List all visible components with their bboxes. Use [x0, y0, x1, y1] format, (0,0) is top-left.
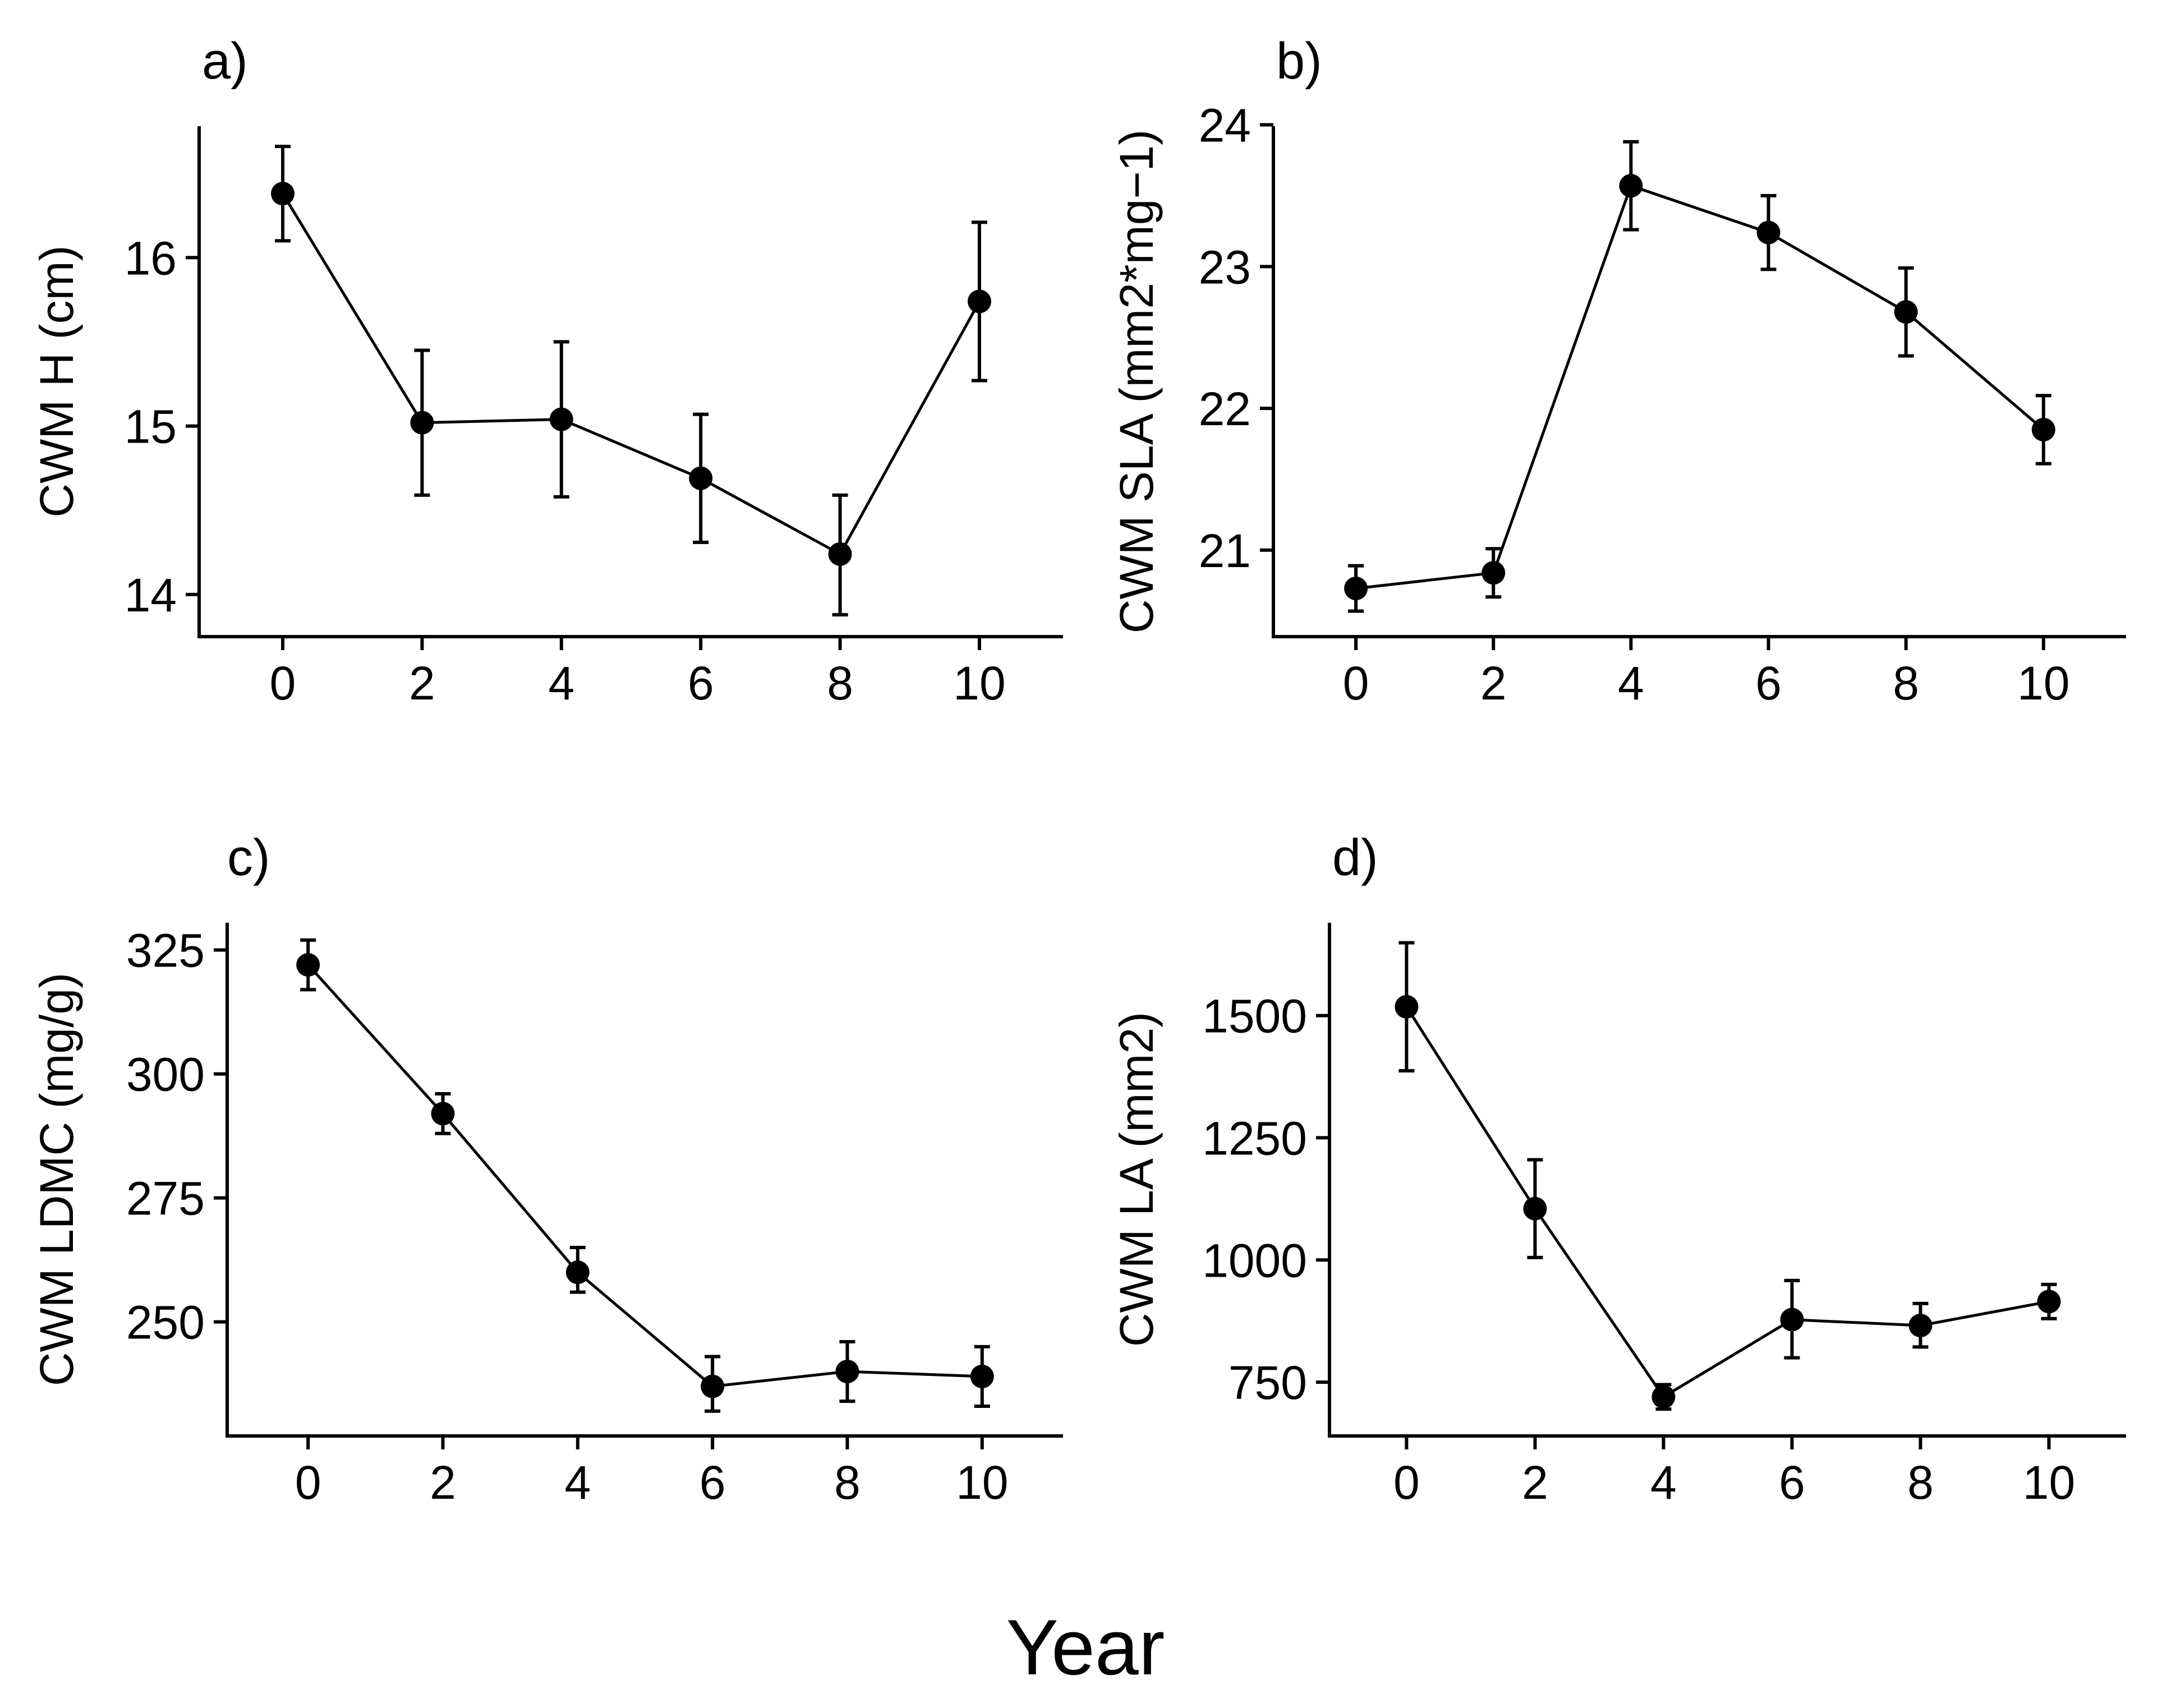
data-point: [2031, 417, 2055, 441]
data-point: [835, 1360, 859, 1384]
shared-x-axis-title: Year: [1006, 1603, 1165, 1691]
data-point: [1908, 1314, 1932, 1338]
y-axis-title: CWM SLA (mm2*mg−1): [1110, 130, 1163, 634]
x-tick-label: 10: [2017, 657, 2069, 710]
data-point: [967, 289, 991, 314]
data-point: [1395, 995, 1419, 1019]
data-point: [565, 1260, 590, 1285]
panel-label: d): [1332, 829, 1378, 886]
y-tick-label: 275: [126, 1172, 205, 1225]
x-tick-label: 10: [2023, 1456, 2075, 1509]
x-tick-label: 2: [409, 657, 435, 710]
x-tick-label: 0: [270, 657, 296, 710]
data-point: [549, 407, 573, 431]
panel-d: d) 750 1000 1250 1500 0 2 4 6 8 10 CWM LA (mm2): [1110, 829, 2126, 1509]
x-tick-label: 10: [956, 1456, 1008, 1509]
x-tick-label: 6: [700, 1456, 726, 1509]
data-point: [1344, 577, 1368, 601]
y-tick-label: 1500: [1202, 990, 1307, 1043]
series-line: [1405, 1006, 2050, 1399]
y-axis-title: CWM H (cm): [30, 245, 83, 517]
data-point: [1523, 1196, 1547, 1221]
x-tick-label: 8: [1893, 657, 1919, 710]
data-point: [970, 1364, 994, 1388]
data-point: [296, 953, 320, 977]
x-tick-label: 0: [1343, 657, 1369, 710]
data-point: [1756, 220, 1780, 245]
data-point: [271, 182, 295, 206]
y-tick-label: 14: [125, 569, 177, 621]
y-tick-label: 300: [126, 1048, 205, 1101]
x-tick-label: 0: [1393, 1456, 1420, 1509]
data-point: [410, 411, 434, 435]
y-axis-title: CWM LDMC (mg/g): [30, 973, 83, 1386]
panel-a: a) 14 15 16 0 2 4 6 8 10 CWM H (cm): [30, 33, 1063, 710]
data-point: [431, 1102, 455, 1126]
data-point: [1780, 1308, 1804, 1332]
y-tick-label: 23: [1199, 241, 1251, 293]
y-tick-label: 1250: [1202, 1112, 1307, 1164]
series-line: [281, 192, 981, 556]
y-tick-label: 22: [1199, 383, 1251, 435]
y-tick-label: 15: [125, 400, 177, 453]
y-tick-label: 325: [126, 924, 205, 977]
series-line: [1355, 184, 2045, 590]
data-point: [2037, 1290, 2061, 1314]
x-tick-label: 4: [564, 1456, 591, 1509]
x-tick-label: 10: [953, 657, 1005, 710]
x-tick-label: 8: [834, 1456, 861, 1509]
panel-label: a): [202, 33, 248, 90]
y-tick-label: 250: [126, 1296, 205, 1349]
data-point: [1481, 561, 1506, 585]
data-point: [828, 542, 852, 566]
panel-label: b): [1276, 33, 1322, 90]
data-point: [701, 1374, 725, 1398]
panel-label: c): [227, 829, 270, 886]
panel-c: c) 250 275 300 325 0 2 4 6 8 10 CWM LDMC (mg/g): [30, 829, 1063, 1509]
y-axis-title: CWM LA (mm2): [1110, 1012, 1163, 1347]
data-point: [689, 466, 713, 490]
x-tick-label: 4: [1618, 657, 1644, 710]
x-tick-label: 2: [430, 1456, 456, 1509]
x-tick-label: 8: [827, 657, 853, 710]
data-point: [1619, 174, 1643, 198]
x-tick-label: 0: [295, 1456, 321, 1509]
x-tick-label: 6: [1755, 657, 1782, 710]
x-tick-label: 8: [1907, 1456, 1934, 1509]
x-tick-label: 4: [1650, 1456, 1677, 1509]
x-tick-label: 6: [1779, 1456, 1805, 1509]
y-tick-label: 1000: [1202, 1234, 1307, 1287]
data-point: [1651, 1385, 1676, 1409]
y-tick-label: 21: [1199, 524, 1251, 577]
x-tick-label: 2: [1522, 1456, 1548, 1509]
x-tick-label: 2: [1480, 657, 1507, 710]
x-tick-label: 4: [548, 657, 574, 710]
data-point: [1894, 300, 1918, 324]
y-tick-label: 16: [125, 232, 177, 284]
x-tick-label: 6: [688, 657, 714, 710]
y-tick-label: 750: [1228, 1356, 1307, 1409]
y-tick-label: 24: [1199, 99, 1251, 151]
series-line: [307, 964, 982, 1388]
